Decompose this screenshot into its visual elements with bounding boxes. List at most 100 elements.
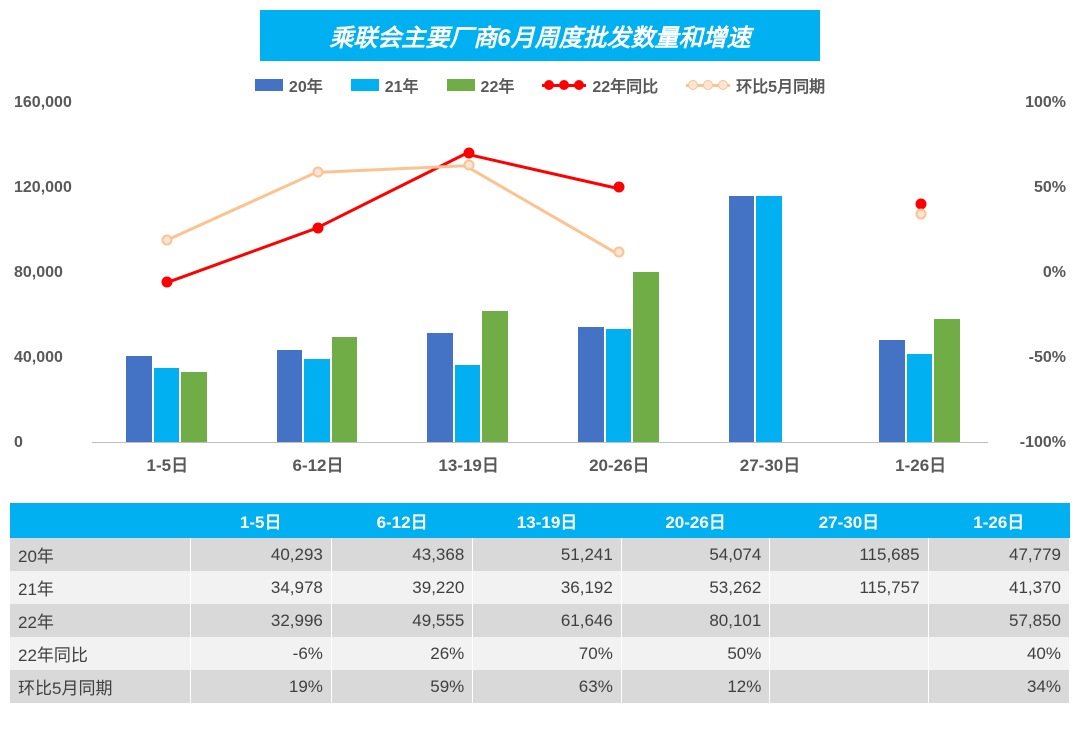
y-right-tick: -100% — [996, 434, 1066, 452]
table-cell: 43,368 — [331, 538, 472, 571]
bar-y22 — [482, 311, 508, 442]
table-cell: 34% — [928, 670, 1069, 703]
table-cell — [770, 604, 928, 637]
marker-mom5 — [915, 209, 926, 220]
bar-y20 — [126, 356, 152, 442]
y-right-tick: 100% — [996, 94, 1066, 112]
y-right-tick: -50% — [996, 349, 1066, 367]
table-cell: -6% — [190, 637, 331, 670]
bar-y20 — [879, 340, 905, 442]
table-cell: 40,293 — [190, 538, 331, 571]
table-cell: 57,850 — [928, 604, 1069, 637]
legend-label: 21年 — [385, 73, 419, 97]
bar-y20 — [729, 196, 755, 442]
legend-item: 22年同比 — [542, 73, 658, 97]
x-tick-label: 27-30日 — [695, 451, 846, 476]
bar-y20 — [578, 327, 604, 442]
table-cell: 19% — [190, 670, 331, 703]
x-tick-label: 20-26日 — [544, 451, 695, 476]
legend-item: 21年 — [351, 73, 419, 97]
legend: 20年 21年 22年 22年同比 环比5月同期 — [10, 61, 1070, 103]
bar-y20 — [427, 333, 453, 442]
y-left-tick: 160,000 — [14, 94, 84, 112]
table-cell — [770, 670, 928, 703]
chart-area: 040,00080,000120,000160,000 -100%-50%0%5… — [14, 103, 1066, 483]
bar-y21 — [907, 354, 933, 442]
y-left-tick: 80,000 — [14, 264, 84, 282]
legend-swatch — [686, 78, 730, 92]
table-col-header: 6-12日 — [331, 503, 472, 538]
table-col-header: 13-19日 — [473, 503, 622, 538]
marker-yoy22 — [463, 148, 474, 159]
table-col-header: 1-26日 — [928, 503, 1069, 538]
bar-y22 — [181, 372, 207, 442]
table-cell: 12% — [621, 670, 770, 703]
y-right-tick: 50% — [996, 179, 1066, 197]
table-col-header: 27-30日 — [770, 503, 928, 538]
legend-item: 22年 — [447, 73, 515, 97]
table-cell: 59% — [331, 670, 472, 703]
table-row: 环比5月同期19%59%63%12%34% — [10, 670, 1070, 703]
bar-y20 — [277, 350, 303, 442]
legend-label: 20年 — [289, 73, 323, 97]
plot-area — [92, 103, 988, 443]
legend-label: 22年同比 — [592, 73, 658, 97]
y-right-tick: 0% — [996, 264, 1066, 282]
bar-y21 — [455, 365, 481, 442]
table-cell: 80,101 — [621, 604, 770, 637]
table-cell: 40% — [928, 637, 1069, 670]
table-cell: 51,241 — [473, 538, 622, 571]
x-tick-label: 1-26日 — [845, 451, 996, 476]
bar-y21 — [756, 196, 782, 442]
marker-yoy22 — [614, 182, 625, 193]
x-tick-label: 1-5日 — [92, 451, 243, 476]
legend-swatch — [447, 79, 475, 91]
y-left-tick: 0 — [14, 434, 84, 452]
table-cell: 63% — [473, 670, 622, 703]
legend-swatch — [351, 79, 379, 91]
table-row: 22年同比-6%26%70%50% 40% — [10, 637, 1070, 670]
bar-y21 — [304, 359, 330, 442]
table-cell: 49,555 — [331, 604, 472, 637]
chart-title: 乘联会主要厂商6月周度批发数量和增速 — [260, 10, 820, 61]
table-row-header: 21年 — [10, 571, 190, 604]
marker-mom5 — [614, 246, 625, 257]
table-cell: 61,646 — [473, 604, 622, 637]
data-table: 1-5日6-12日13-19日20-26日27-30日1-26日 20年40,2… — [10, 503, 1070, 703]
table-cell: 47,779 — [928, 538, 1069, 571]
table-cell: 115,757 — [770, 571, 928, 604]
table-cell: 34,978 — [190, 571, 331, 604]
table-col-header: 1-5日 — [190, 503, 331, 538]
table-row: 20年40,29343,36851,24154,074115,68547,779 — [10, 538, 1070, 571]
table-cell: 50% — [621, 637, 770, 670]
bar-y22 — [633, 272, 659, 442]
table-cell: 36,192 — [473, 571, 622, 604]
y-axis-left: 040,00080,000120,000160,000 — [14, 103, 84, 443]
table-header-row: 1-5日6-12日13-19日20-26日27-30日1-26日 — [10, 503, 1070, 538]
legend-swatch — [542, 78, 586, 92]
bar-y21 — [154, 368, 180, 442]
table-row: 22年32,99649,55561,64680,10157,850 — [10, 604, 1070, 637]
marker-mom5 — [463, 159, 474, 170]
legend-label: 22年 — [481, 73, 515, 97]
x-tick-label: 13-19日 — [393, 451, 544, 476]
table-cell: 54,074 — [621, 538, 770, 571]
legend-label: 环比5月同期 — [736, 73, 825, 97]
table-header-blank — [10, 503, 190, 538]
table-cell: 26% — [331, 637, 472, 670]
table-cell: 39,220 — [331, 571, 472, 604]
x-tick-label: 6-12日 — [243, 451, 394, 476]
legend-item: 环比5月同期 — [686, 73, 825, 97]
bar-y21 — [606, 329, 632, 442]
marker-yoy22 — [313, 222, 324, 233]
marker-yoy22 — [162, 277, 173, 288]
table-cell — [770, 637, 928, 670]
line-layer — [92, 103, 988, 442]
marker-mom5 — [313, 166, 324, 177]
table-row-header: 22年同比 — [10, 637, 190, 670]
line-yoy22 — [167, 154, 615, 283]
table-row: 21年34,97839,22036,19253,262115,75741,370 — [10, 571, 1070, 604]
y-left-tick: 120,000 — [14, 179, 84, 197]
table-cell: 32,996 — [190, 604, 331, 637]
table-cell: 70% — [473, 637, 622, 670]
